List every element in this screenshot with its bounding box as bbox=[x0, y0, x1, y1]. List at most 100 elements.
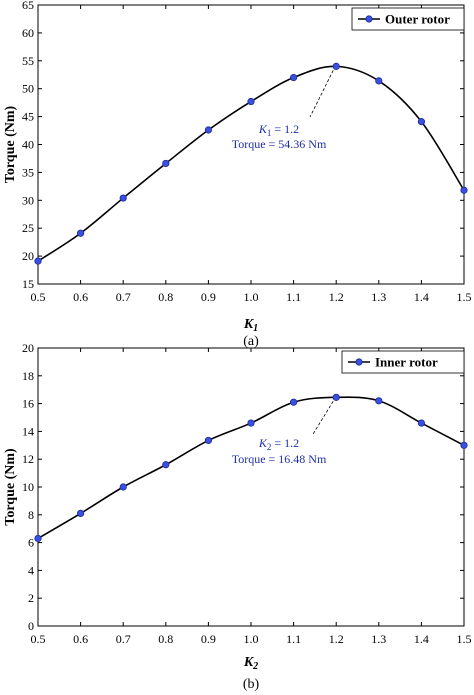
legend-marker bbox=[365, 15, 373, 23]
data-point bbox=[204, 126, 212, 134]
y-tick-label: 60 bbox=[22, 26, 34, 40]
x-axis-title: K1 bbox=[243, 317, 258, 334]
annotation-k-main: K bbox=[258, 436, 268, 450]
y-axis-title: Torque (Nm) bbox=[3, 105, 18, 183]
y-tick-label: 6 bbox=[28, 536, 34, 550]
y-tick-label: 55 bbox=[22, 54, 34, 68]
x-tick-label: 0.6 bbox=[73, 632, 88, 646]
x-axis-title-main: K bbox=[243, 655, 255, 670]
x-tick-label: 0.9 bbox=[201, 632, 216, 646]
legend-label: Inner rotor bbox=[375, 355, 438, 370]
x-tick-label: 1.0 bbox=[244, 632, 259, 646]
x-tick-label: 0.7 bbox=[116, 290, 131, 304]
panel-label: (a) bbox=[243, 334, 259, 349]
x-tick-label: 0.9 bbox=[201, 290, 216, 304]
x-tick-label: 1.4 bbox=[414, 632, 429, 646]
x-tick-label: 0.8 bbox=[158, 632, 173, 646]
legend-label: Outer rotor bbox=[385, 12, 450, 27]
y-tick-label: 18 bbox=[22, 369, 34, 383]
x-tick-label: 1.4 bbox=[414, 290, 429, 304]
y-tick-label: 8 bbox=[28, 508, 34, 522]
plot-frame bbox=[37, 347, 465, 627]
data-point bbox=[460, 441, 468, 449]
y-tick-label: 20 bbox=[22, 341, 34, 355]
y-tick-label: 20 bbox=[22, 249, 34, 263]
y-tick-label: 2 bbox=[28, 591, 34, 605]
annotation-leader bbox=[312, 401, 334, 435]
data-point bbox=[332, 62, 340, 70]
annotation-k-value: K2 = 1.2 bbox=[258, 436, 299, 452]
x-tick-label: 1.3 bbox=[371, 632, 386, 646]
x-tick-label: 0.5 bbox=[31, 632, 46, 646]
x-tick-label: 1.1 bbox=[286, 632, 301, 646]
y-tick-label: 25 bbox=[22, 221, 34, 235]
y-tick-label: 30 bbox=[22, 193, 34, 207]
data-point bbox=[375, 397, 383, 405]
x-tick-label: 0.8 bbox=[158, 290, 173, 304]
chart-panel-a: 15 20 25 30 35 40 45 50 55 60 65 0.5 0.6 0.7 0.8 0.9 1.0… bbox=[3, 0, 472, 349]
y-tick-label: 40 bbox=[22, 138, 34, 152]
series-line bbox=[37, 396, 465, 540]
legend-marker bbox=[355, 358, 363, 366]
annotation-k-number: = 1.2 bbox=[271, 436, 299, 450]
y-tick-label: 4 bbox=[28, 563, 34, 577]
data-point bbox=[375, 77, 383, 85]
annotation-leader bbox=[309, 70, 334, 118]
data-point bbox=[34, 534, 42, 543]
annotation-torque: Torque = 54.36 Nm bbox=[232, 137, 327, 151]
data-point bbox=[119, 194, 127, 202]
annotation-k-number: = 1.2 bbox=[271, 122, 299, 136]
annotation-k-sub: 1 bbox=[267, 128, 272, 138]
y-tick-label: 16 bbox=[22, 397, 34, 411]
x-tick-label: 1.2 bbox=[329, 632, 344, 646]
x-tick-label: 1.5 bbox=[457, 632, 472, 646]
data-point bbox=[417, 118, 425, 126]
data-point bbox=[289, 73, 298, 82]
annotation-torque: Torque = 16.48 Nm bbox=[232, 452, 327, 466]
x-axis-title: K2 bbox=[243, 655, 258, 672]
data-point bbox=[247, 419, 255, 427]
y-tick-label: 35 bbox=[22, 165, 34, 179]
legend-box bbox=[351, 7, 465, 31]
y-tick-label: 45 bbox=[22, 110, 34, 124]
data-point bbox=[77, 509, 85, 518]
x-tick-label: 1.5 bbox=[457, 290, 472, 304]
x-axis-title-sub: 1 bbox=[253, 323, 258, 334]
y-tick-label: 0 bbox=[28, 619, 34, 633]
x-axis-title-sub: 2 bbox=[252, 661, 258, 672]
data-point bbox=[119, 483, 127, 491]
data-point bbox=[162, 461, 170, 469]
x-tick-label: 0.7 bbox=[116, 632, 131, 646]
y-tick-label: 10 bbox=[22, 480, 34, 494]
x-tick-label: 1.0 bbox=[244, 290, 259, 304]
data-point bbox=[289, 398, 298, 406]
y-tick-label: 15 bbox=[22, 277, 34, 291]
y-tick-label: 50 bbox=[22, 82, 34, 96]
data-point bbox=[77, 229, 85, 237]
x-tick-label: 0.5 bbox=[31, 290, 46, 304]
y-tick-label: 65 bbox=[22, 0, 34, 12]
x-axis-title-main: K bbox=[243, 317, 255, 332]
data-point bbox=[162, 159, 170, 168]
data-point bbox=[34, 257, 42, 265]
data-point bbox=[417, 419, 425, 427]
x-tick-label: 0.6 bbox=[73, 290, 88, 304]
chart-panel-b: 0 2 4 6 8 10 12 14 16 18 20 0.5 0.6 0.7 0.8 0.9 1.0 1.1 1.… bbox=[3, 341, 472, 692]
data-point bbox=[247, 97, 255, 106]
annotation-k-sub: 2 bbox=[267, 442, 272, 452]
annotation-k-main: K bbox=[258, 122, 268, 136]
x-tick-label: 1.1 bbox=[286, 290, 301, 304]
data-point bbox=[204, 436, 212, 445]
series-line bbox=[37, 65, 465, 262]
panel-label: (b) bbox=[243, 677, 260, 692]
annotation-k-value: K1 = 1.2 bbox=[258, 122, 299, 138]
x-tick-label: 1.3 bbox=[371, 290, 386, 304]
data-point bbox=[460, 186, 468, 194]
y-tick-label: 14 bbox=[22, 424, 34, 438]
x-tick-label: 1.2 bbox=[329, 290, 344, 304]
data-point bbox=[332, 393, 340, 401]
y-axis-title: Torque (Nm) bbox=[3, 448, 18, 526]
y-tick-label: 12 bbox=[22, 452, 34, 466]
legend-box bbox=[341, 350, 465, 374]
